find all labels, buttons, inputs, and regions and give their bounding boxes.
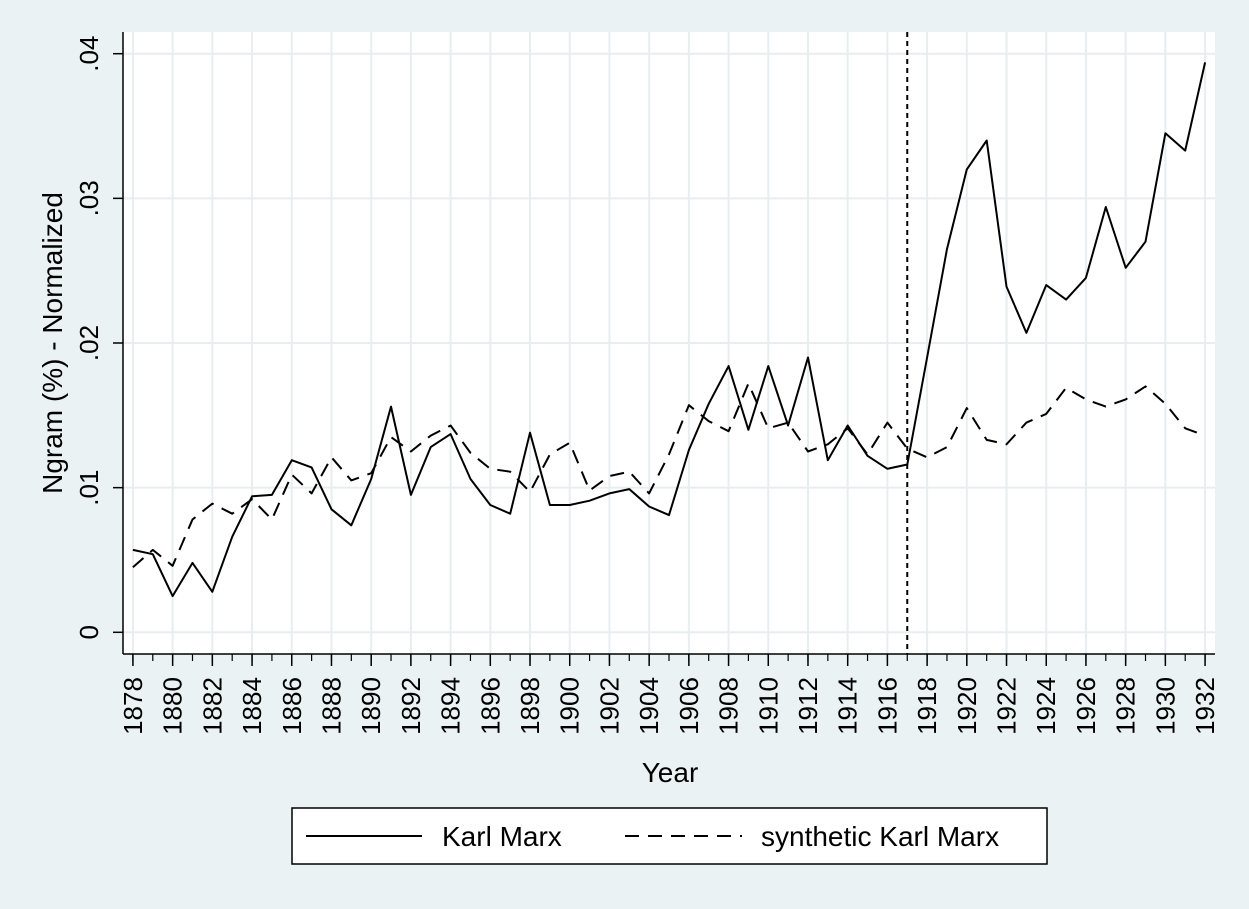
x-tick-label: 1918	[912, 677, 942, 735]
x-tick-label: 1900	[555, 677, 585, 735]
x-tick-label: 1920	[952, 677, 982, 735]
x-tick-label: 1882	[197, 677, 227, 735]
x-tick-label: 1892	[396, 677, 426, 735]
x-tick-label: 1910	[753, 677, 783, 735]
x-tick-label: 1922	[992, 677, 1022, 735]
grid	[123, 32, 1215, 654]
x-tick-label: 1914	[833, 677, 863, 735]
series-line-karl-marx	[132, 62, 1207, 598]
ticks: 0 .01 .02 .03 .04 1878 1880 1882 1884 1886 1888 189…	[74, 36, 1220, 735]
x-tick-label: 1906	[674, 677, 704, 735]
x-tick-label: 1898	[515, 677, 545, 735]
series-line-synthetic-karl-marx	[132, 382, 1206, 568]
series-group	[132, 62, 1207, 598]
x-tick-label: 1880	[158, 677, 188, 735]
y-tick-label: .04	[74, 36, 104, 72]
x-tick-label: 1878	[118, 677, 148, 735]
x-tick-label: 1888	[316, 677, 346, 735]
x-tick-label: 1896	[475, 677, 505, 735]
x-tick-label: 1884	[237, 677, 267, 735]
x-tick-label: 1928	[1111, 677, 1141, 735]
x-tick-label: 1908	[714, 677, 744, 735]
x-tick-label: 1886	[277, 677, 307, 735]
x-tick-label: 1926	[1071, 677, 1101, 735]
x-tick-label: 1924	[1031, 677, 1061, 735]
legend-label-karl-marx: Karl Marx	[442, 821, 562, 852]
x-tick-label: 1904	[634, 677, 664, 735]
y-tick-label: 0	[74, 625, 104, 639]
x-tick-label: 1932	[1190, 677, 1220, 735]
x-tick-label: 1912	[793, 677, 823, 735]
x-tick-label: 1902	[594, 677, 624, 735]
legend-label-synthetic-karl-marx: synthetic Karl Marx	[761, 821, 999, 852]
x-tick-label: 1916	[872, 677, 902, 735]
x-tick-label: 1930	[1150, 677, 1180, 735]
y-tick-label: .02	[74, 325, 104, 361]
x-axis-title: Year	[642, 757, 699, 788]
x-tick-label: 1894	[436, 677, 466, 735]
legend: Karl Marx synthetic Karl Marx	[291, 807, 1048, 865]
y-tick-label: .01	[74, 470, 104, 506]
y-tick-label: .03	[74, 180, 104, 216]
y-axis-title: Ngram (%) - Normalized	[37, 192, 68, 494]
x-tick-label: 1890	[356, 677, 386, 735]
